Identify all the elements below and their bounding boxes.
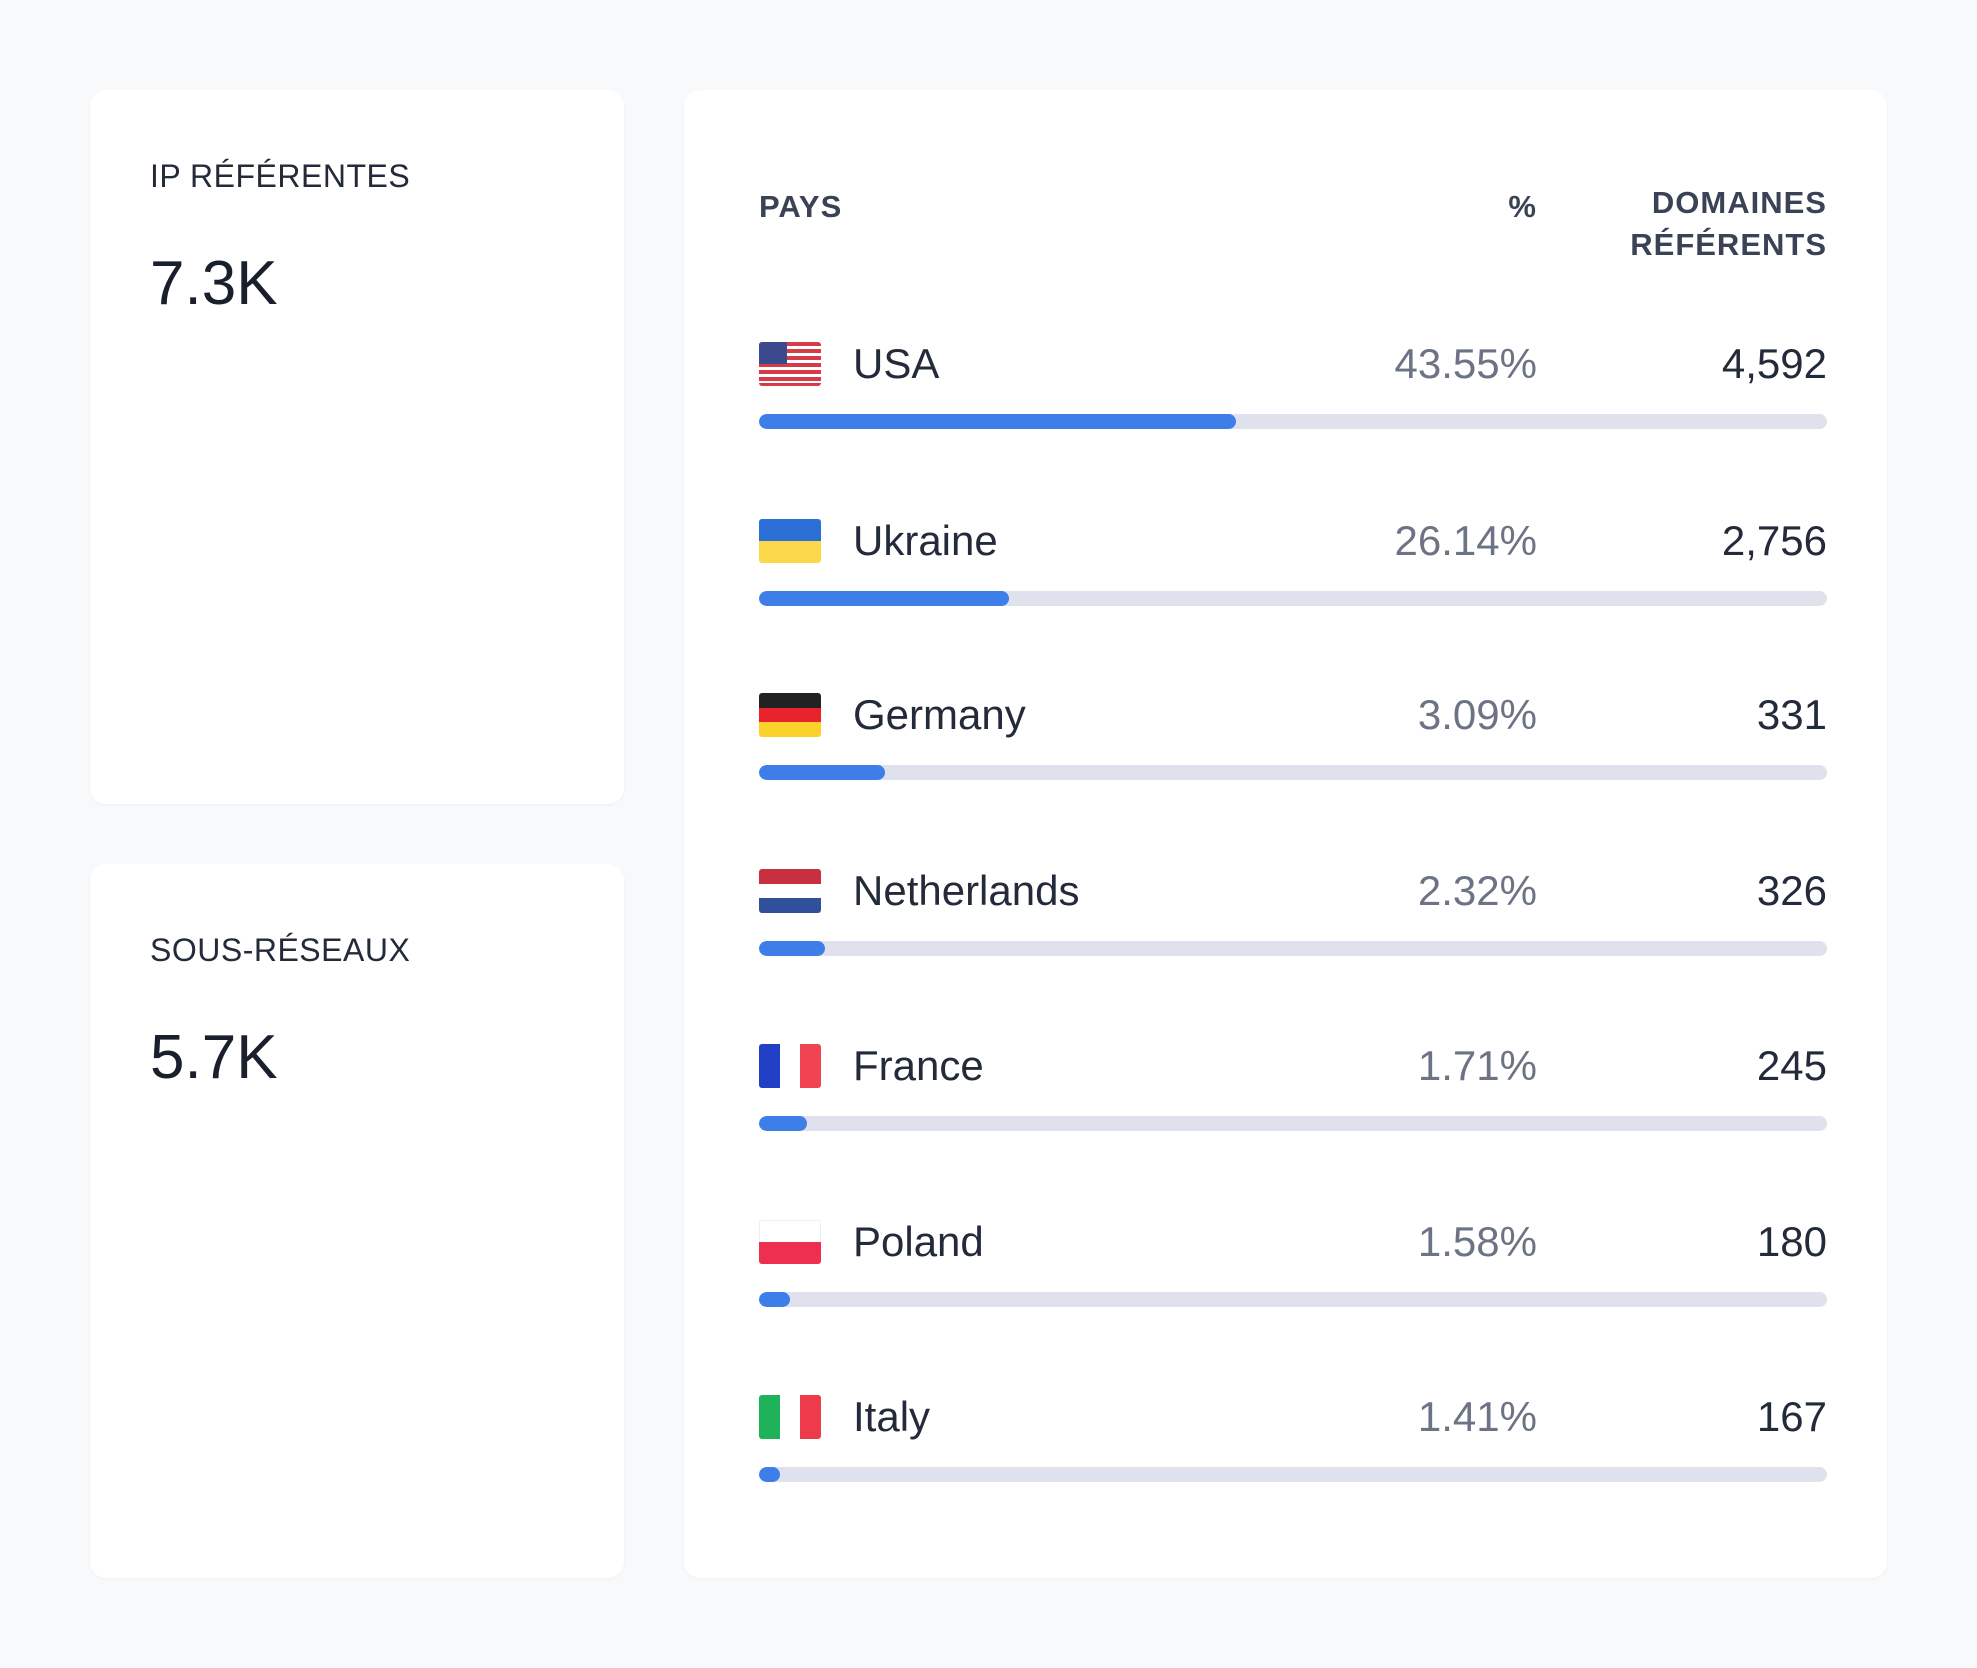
progress-fill bbox=[759, 1467, 781, 1482]
ukraine-flag-icon bbox=[759, 519, 821, 563]
poland-flag-icon bbox=[759, 1220, 821, 1264]
country-domain-count: 4,592 bbox=[1721, 340, 1827, 387]
progress-fill bbox=[759, 591, 1009, 606]
country-percent: 1.71% bbox=[1417, 1042, 1537, 1089]
country-domain-count: 167 bbox=[1756, 1393, 1827, 1440]
stat-card-subnets: SOUS-RÉSEAUX 5.7K bbox=[90, 864, 624, 1578]
country-name: Poland bbox=[853, 1218, 984, 1265]
table-row: Ukraine 26.14% 2,756 bbox=[759, 517, 1827, 639]
column-header-percent[interactable]: % bbox=[1508, 189, 1537, 224]
country-name: USA bbox=[853, 340, 940, 387]
germany-flag-icon bbox=[759, 693, 821, 737]
country-domain-count: 331 bbox=[1756, 691, 1827, 738]
country-domain-count: 245 bbox=[1756, 1042, 1827, 1089]
table-row: Germany 3.09% 331 bbox=[759, 691, 1827, 813]
stat-label: SOUS-RÉSEAUX bbox=[150, 932, 411, 968]
table-row: Netherlands 2.32% 326 bbox=[759, 867, 1827, 989]
country-percent: 1.58% bbox=[1417, 1218, 1537, 1265]
stat-card-referring-ips: IP RÉFÉRENTES 7.3K bbox=[90, 90, 624, 804]
country-percent: 2.32% bbox=[1417, 867, 1537, 914]
progress-track bbox=[759, 1292, 1827, 1307]
progress-fill bbox=[759, 1116, 808, 1131]
progress-track bbox=[759, 591, 1827, 606]
netherlands-flag-icon bbox=[759, 869, 821, 913]
column-header-country[interactable]: PAYS bbox=[759, 189, 843, 224]
country-name: France bbox=[853, 1042, 984, 1089]
stat-label: IP RÉFÉRENTES bbox=[150, 158, 411, 194]
progress-fill bbox=[759, 765, 886, 780]
progress-fill bbox=[759, 1292, 790, 1307]
table-row: Poland 1.58% 180 bbox=[759, 1218, 1827, 1340]
country-name: Italy bbox=[853, 1393, 931, 1440]
country-domain-count: 326 bbox=[1756, 867, 1827, 914]
stat-value: 7.3K bbox=[150, 249, 278, 318]
table-row: Italy 1.41% 167 bbox=[759, 1393, 1827, 1515]
italy-flag-icon bbox=[759, 1395, 821, 1439]
country-name: Germany bbox=[853, 691, 1026, 738]
country-domain-count: 180 bbox=[1756, 1218, 1827, 1265]
progress-track bbox=[759, 1467, 1827, 1482]
country-percent: 26.14% bbox=[1394, 517, 1537, 564]
countries-card: PAYS % DOMAINES RÉFÉRENTS USA 43.55% 4,59… bbox=[684, 90, 1887, 1578]
us-flag-icon bbox=[759, 342, 821, 386]
france-flag-icon bbox=[759, 1044, 821, 1088]
column-header-domains[interactable]: DOMAINES RÉFÉRENTS bbox=[1630, 185, 1827, 262]
progress-fill bbox=[759, 414, 1237, 429]
stat-value: 5.7K bbox=[150, 1023, 278, 1092]
progress-track bbox=[759, 765, 1827, 780]
country-percent: 3.09% bbox=[1417, 691, 1537, 738]
country-percent: 1.41% bbox=[1417, 1393, 1537, 1440]
country-percent: 43.55% bbox=[1394, 340, 1537, 387]
progress-track bbox=[759, 941, 1827, 956]
table-row: France 1.71% 245 bbox=[759, 1042, 1827, 1164]
progress-track bbox=[759, 1116, 1827, 1131]
table-row: USA 43.55% 4,592 bbox=[759, 340, 1827, 462]
progress-fill bbox=[759, 941, 826, 956]
country-name: Netherlands bbox=[853, 867, 1080, 914]
progress-track bbox=[759, 414, 1827, 429]
country-domain-count: 2,756 bbox=[1721, 517, 1827, 564]
country-name: Ukraine bbox=[853, 517, 998, 564]
